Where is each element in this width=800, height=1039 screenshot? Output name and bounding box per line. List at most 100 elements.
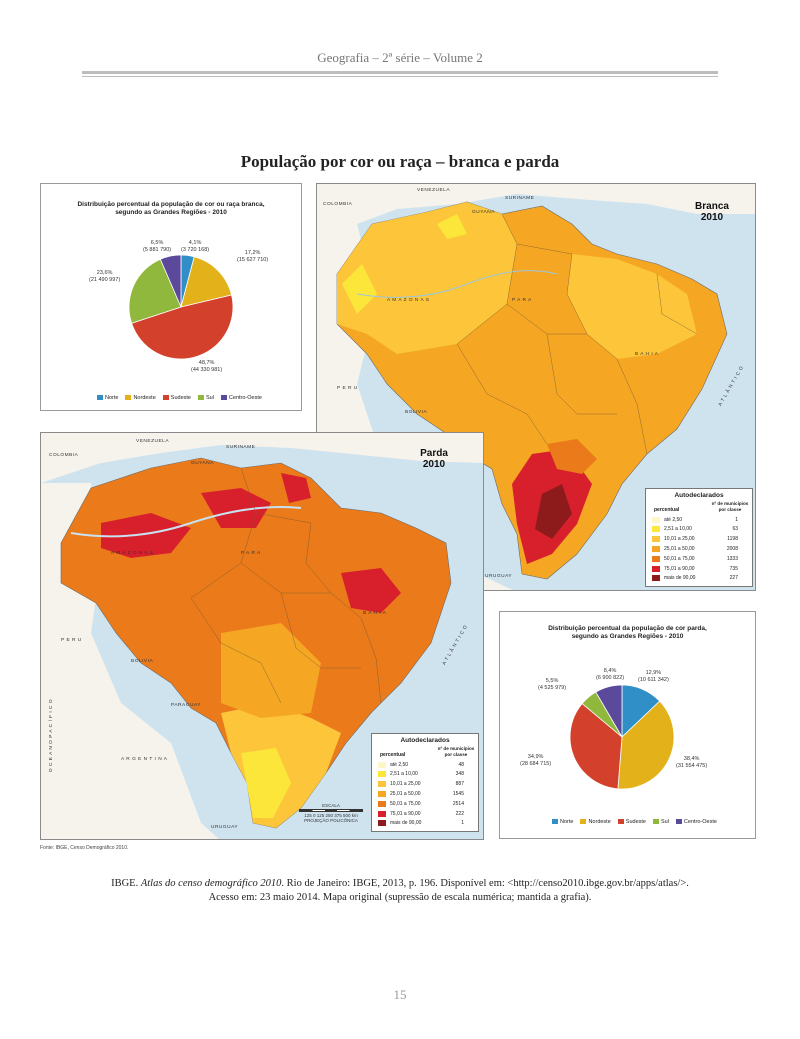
pie-branca-title: Distribuição percentual da população de … bbox=[77, 201, 265, 208]
legend-parda-col1: percentual bbox=[380, 752, 406, 758]
label-pacifico: O C E A N O P A C Í F I C O bbox=[49, 698, 55, 773]
legend-branca-row: 75,01 a 90,00 735 bbox=[652, 565, 738, 572]
label-argentina: A R G E N T I N A bbox=[121, 757, 168, 762]
pie-slice-nordeste bbox=[617, 700, 675, 790]
legend-branca-range: 50,01 a 75,00 bbox=[664, 555, 695, 562]
map-parda-title-1: Parda bbox=[420, 448, 448, 459]
legend-parda-col2: nº de municípios por classe bbox=[437, 746, 475, 757]
region-nordeste-light bbox=[567, 254, 697, 359]
legend-parda-swatch bbox=[378, 771, 386, 778]
legend-parda-swatch bbox=[378, 800, 386, 807]
pie-branca-chart bbox=[128, 254, 234, 360]
legend-parda: Autodeclarados percentual nº de municípi… bbox=[371, 733, 479, 832]
citation-line2: Acesso em: 23 maio 2014. Mapa original (… bbox=[208, 891, 592, 903]
region-acre-light bbox=[342, 264, 377, 314]
pie-parda-label-nordeste: 38,4% (31 554 475) bbox=[676, 756, 708, 769]
legend-branca-row: 10,01 a 25,00 1198 bbox=[652, 536, 738, 543]
legend-branca-col2: nº de municípios por classe bbox=[711, 501, 749, 512]
legend-item-norte: Norte bbox=[97, 395, 118, 401]
scale-label: ESCALA bbox=[322, 803, 340, 808]
legend-parda-count: 222 bbox=[455, 810, 464, 817]
page-number: 15 bbox=[393, 987, 407, 1002]
legend-parda-range: 10,01 a 25,00 bbox=[390, 781, 421, 788]
label-uruguay: URUGUAY bbox=[211, 825, 239, 830]
legend-branca-range: mais de 90,00 bbox=[664, 575, 696, 582]
legend-branca-swatch bbox=[652, 545, 660, 552]
legend-branca-swatch bbox=[652, 575, 660, 582]
page-title: População por cor ou raça – branca e par… bbox=[240, 152, 560, 171]
legend-item-sul: Sul bbox=[197, 395, 214, 401]
region-para-red bbox=[201, 488, 271, 528]
label-venezuela: VENEZUELA bbox=[136, 439, 170, 444]
legend-parda-count: 2514 bbox=[452, 800, 464, 807]
legend-parda-range: 25,01 a 50,00 bbox=[390, 790, 421, 797]
citation-rest: . Rio de Janeiro: IBGE, 2013, p. 196. Di… bbox=[281, 878, 689, 889]
legend-parda-row: até 2,50 48 bbox=[378, 761, 464, 768]
scale-bar: ESCALA 125 0 125 250 375 500 km PROJEÇÃO… bbox=[291, 803, 371, 823]
pie-parda-label-sul: 5,5% (4 525 979) bbox=[538, 678, 567, 691]
label-amazonas: A M A Z O N A S bbox=[111, 551, 154, 556]
legend-branca-count: 227 bbox=[729, 575, 738, 582]
pie-branca-label-sudeste: 48,7% (44 330 981) bbox=[191, 360, 223, 373]
legend-parda-row: 25,01 a 50,00 1545 bbox=[378, 790, 464, 797]
legend-branca-row: até 2,50 1 bbox=[652, 516, 738, 523]
legend-branca-swatch bbox=[652, 536, 660, 543]
legend-branca-col1: percentual bbox=[654, 507, 680, 513]
map-parda-title: Parda 2010 bbox=[409, 448, 459, 470]
pie-parda-legend: Norte Nordeste Sudeste Sul Centro-Oeste bbox=[552, 819, 717, 825]
citation-work: Atlas do censo demográfico 2010 bbox=[140, 878, 282, 889]
pie-branca-label-nordeste: 17,2% (15 627 710) bbox=[237, 250, 269, 263]
map-branca-title-2: 2010 bbox=[700, 212, 724, 223]
legend-item-centro-oeste: Centro-Oeste bbox=[675, 819, 717, 825]
map-branca-title-1: Branca bbox=[695, 201, 729, 212]
legend-parda-row: 2,51 a 10,00 348 bbox=[378, 771, 464, 778]
label-guyana: GUYANA bbox=[472, 210, 495, 215]
legend-branca-swatch bbox=[652, 516, 660, 523]
legend-parda-count: 1 bbox=[461, 820, 464, 827]
state-borders bbox=[190, 467, 382, 704]
header-rule bbox=[82, 71, 718, 74]
legend-parda-swatch bbox=[378, 820, 386, 827]
label-para: P A R A bbox=[241, 551, 261, 556]
legend-branca-swatch bbox=[652, 526, 660, 533]
legend-parda-row: mais de 90,00 1 bbox=[378, 820, 464, 827]
legend-parda-range: 75,01 a 90,00 bbox=[390, 810, 421, 817]
region-amapa-red bbox=[281, 473, 311, 503]
legend-branca-row: 25,01 a 50,00 2008 bbox=[652, 545, 738, 552]
pie-slice-sudeste bbox=[569, 703, 623, 790]
legend-item-nordeste: Nordeste bbox=[580, 819, 611, 825]
legend-branca-count: 2008 bbox=[726, 545, 738, 552]
label-venezuela: VENEZUELA bbox=[417, 188, 451, 193]
label-colombia: COLOMBIA bbox=[49, 453, 79, 458]
legend-parda-swatch bbox=[378, 790, 386, 797]
legend-branca-range: 2,51 a 10,00 bbox=[664, 526, 692, 533]
map-parda-title-2: 2010 bbox=[422, 459, 446, 470]
label-amazonas: A M A Z O N A S bbox=[387, 298, 430, 303]
legend-item-sudeste: Sudeste bbox=[617, 819, 646, 825]
label-paraguay: PARAGUAY bbox=[171, 703, 201, 708]
region-sp-orange bbox=[547, 439, 597, 474]
label-bolivia: BOLIVIA bbox=[131, 659, 154, 664]
region-south-dark bbox=[535, 484, 572, 539]
pie-slice-sudeste bbox=[131, 294, 234, 360]
scale-ticks: 125 0 125 250 375 500 km bbox=[304, 813, 358, 818]
legend-branca-count: 1198 bbox=[727, 536, 738, 543]
legend-parda-title: Autodeclarados bbox=[400, 737, 450, 744]
legend-parda-swatch bbox=[378, 781, 386, 788]
label-guyana: GUYANA bbox=[191, 461, 214, 466]
river-amazon bbox=[356, 270, 558, 298]
legend-parda-row: 50,01 a 75,00 2514 bbox=[378, 800, 464, 807]
legend-parda-row: 10,01 a 25,00 887 bbox=[378, 781, 464, 788]
label-peru: P E R U bbox=[337, 386, 358, 391]
legend-branca-range: 75,01 a 90,00 bbox=[664, 565, 695, 572]
legend-branca-row: 50,01 a 75,00 1333 bbox=[652, 555, 738, 562]
pie-parda-title: Distribuição percentual da população de … bbox=[548, 625, 707, 632]
pie-branca-label-sul: 23,6% (21 490 997) bbox=[89, 270, 121, 283]
river-amazon bbox=[70, 506, 302, 538]
legend-branca-row: 2,51 a 10,00 63 bbox=[652, 526, 738, 533]
region-amazonas-light bbox=[337, 202, 517, 354]
pie-slice-nordeste bbox=[180, 256, 233, 308]
legend-parda-range: 2,51 a 10,00 bbox=[390, 771, 418, 778]
label-para: P A R A bbox=[512, 298, 532, 303]
region-amazon-red bbox=[101, 513, 191, 558]
